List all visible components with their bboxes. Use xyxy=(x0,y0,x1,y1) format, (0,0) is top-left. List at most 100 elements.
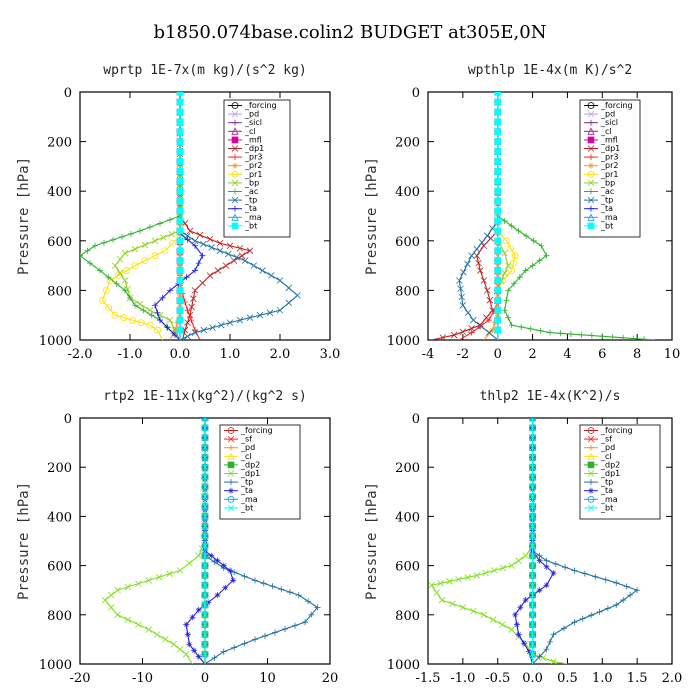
x-tick-label: -2.0 xyxy=(67,347,92,362)
y-tick-label: 800 xyxy=(395,609,420,624)
series-point xyxy=(208,244,215,251)
series-point xyxy=(529,621,536,628)
series-point xyxy=(543,582,550,589)
series-point xyxy=(613,601,620,608)
series-point xyxy=(295,592,302,599)
series-point xyxy=(508,267,516,274)
legend-label: _ma xyxy=(600,495,618,504)
series-point xyxy=(468,329,475,336)
legend-marker xyxy=(231,222,239,230)
series-point xyxy=(522,267,529,274)
legend-label: _cl xyxy=(600,127,612,136)
legend-label: _dp1 xyxy=(244,144,264,153)
series-point xyxy=(176,128,184,135)
legend-marker xyxy=(587,495,595,503)
series-point xyxy=(153,631,161,638)
series-point xyxy=(192,242,198,249)
series-point xyxy=(205,599,212,606)
series-point xyxy=(494,197,502,205)
series-point xyxy=(105,274,112,281)
legend-label: _pr3 xyxy=(244,153,262,162)
series-point xyxy=(231,644,238,651)
x-tick-label: 0 xyxy=(201,671,209,686)
series-point xyxy=(602,576,609,583)
series-point xyxy=(129,316,136,324)
series-point xyxy=(494,138,502,145)
series-point xyxy=(494,306,502,314)
y-axis-label: Pressure [hPa] xyxy=(16,482,32,600)
legend-label: _pr3 xyxy=(600,153,618,162)
series-point xyxy=(246,247,254,255)
series-point xyxy=(191,287,199,294)
series-point xyxy=(137,319,145,327)
series-point xyxy=(182,650,190,658)
legend-marker xyxy=(587,461,595,469)
series-point xyxy=(176,187,184,195)
series-point xyxy=(588,332,595,339)
series-point xyxy=(145,577,153,584)
series-point xyxy=(241,257,249,264)
series-line-ac xyxy=(80,92,181,340)
series-point xyxy=(176,247,184,255)
series-point xyxy=(494,267,502,274)
series-point xyxy=(537,327,544,334)
legend-label: _dp1 xyxy=(600,469,620,478)
plot-frame xyxy=(79,91,331,341)
series-point xyxy=(252,577,258,584)
series-point xyxy=(201,611,209,619)
series-point xyxy=(529,552,536,560)
y-tick-label: 200 xyxy=(47,136,72,151)
y-axis-label: Pressure [hPa] xyxy=(364,482,380,600)
series-point xyxy=(166,570,173,578)
series-point xyxy=(176,118,184,126)
series-point xyxy=(505,314,512,321)
legend-marker xyxy=(587,435,595,443)
legend-label: _ta xyxy=(244,204,257,213)
legend: _forcing_sf_pd_cl_dp2_dp1_tp_ta_ma_bt xyxy=(219,424,301,520)
series-point xyxy=(176,326,184,334)
legend-label: _ta xyxy=(240,486,253,495)
legend-marker xyxy=(588,479,594,486)
legend-label: _ac xyxy=(244,187,258,196)
series-point xyxy=(225,250,232,258)
series-point xyxy=(529,262,536,269)
legend-label: _forcing xyxy=(600,426,633,435)
legend-marker xyxy=(587,127,595,135)
series-point xyxy=(238,252,246,259)
series-group xyxy=(80,92,301,340)
series-point xyxy=(176,98,184,106)
x-tick-label: -1.0 xyxy=(117,347,142,362)
series-point xyxy=(459,328,467,336)
series-point xyxy=(547,638,553,645)
series-point xyxy=(272,629,278,636)
series-point xyxy=(489,327,496,334)
series-point xyxy=(526,648,533,655)
series-point xyxy=(449,600,456,608)
legend-marker xyxy=(231,127,239,135)
x-tick-label: 10 xyxy=(664,347,681,362)
series-point xyxy=(494,277,502,284)
series-point xyxy=(217,321,225,329)
y-tick-label: 600 xyxy=(47,560,72,575)
series-point xyxy=(191,329,199,336)
series-point xyxy=(302,619,308,626)
y-tick-label: 400 xyxy=(395,185,420,200)
series-point xyxy=(201,503,209,510)
legend-marker xyxy=(588,154,594,161)
series-point xyxy=(543,557,550,564)
series-point xyxy=(199,279,206,287)
x-tick-label: 2.0 xyxy=(662,671,683,686)
series-point xyxy=(167,287,173,294)
series-point xyxy=(267,272,275,279)
y-tick-label: 0 xyxy=(412,412,420,427)
legend-marker xyxy=(587,196,595,204)
series-point xyxy=(473,245,481,253)
series-point xyxy=(437,580,444,587)
legend: _forcing_pd_sicl_cl_mfl_dp1_pr3_pr2_pr1_… xyxy=(579,99,641,238)
y-tick-label: 1000 xyxy=(387,658,420,673)
legend-marker xyxy=(227,427,235,434)
series-point xyxy=(543,563,550,570)
series-point xyxy=(278,586,285,593)
series-point xyxy=(201,483,209,491)
series-point xyxy=(529,424,536,432)
